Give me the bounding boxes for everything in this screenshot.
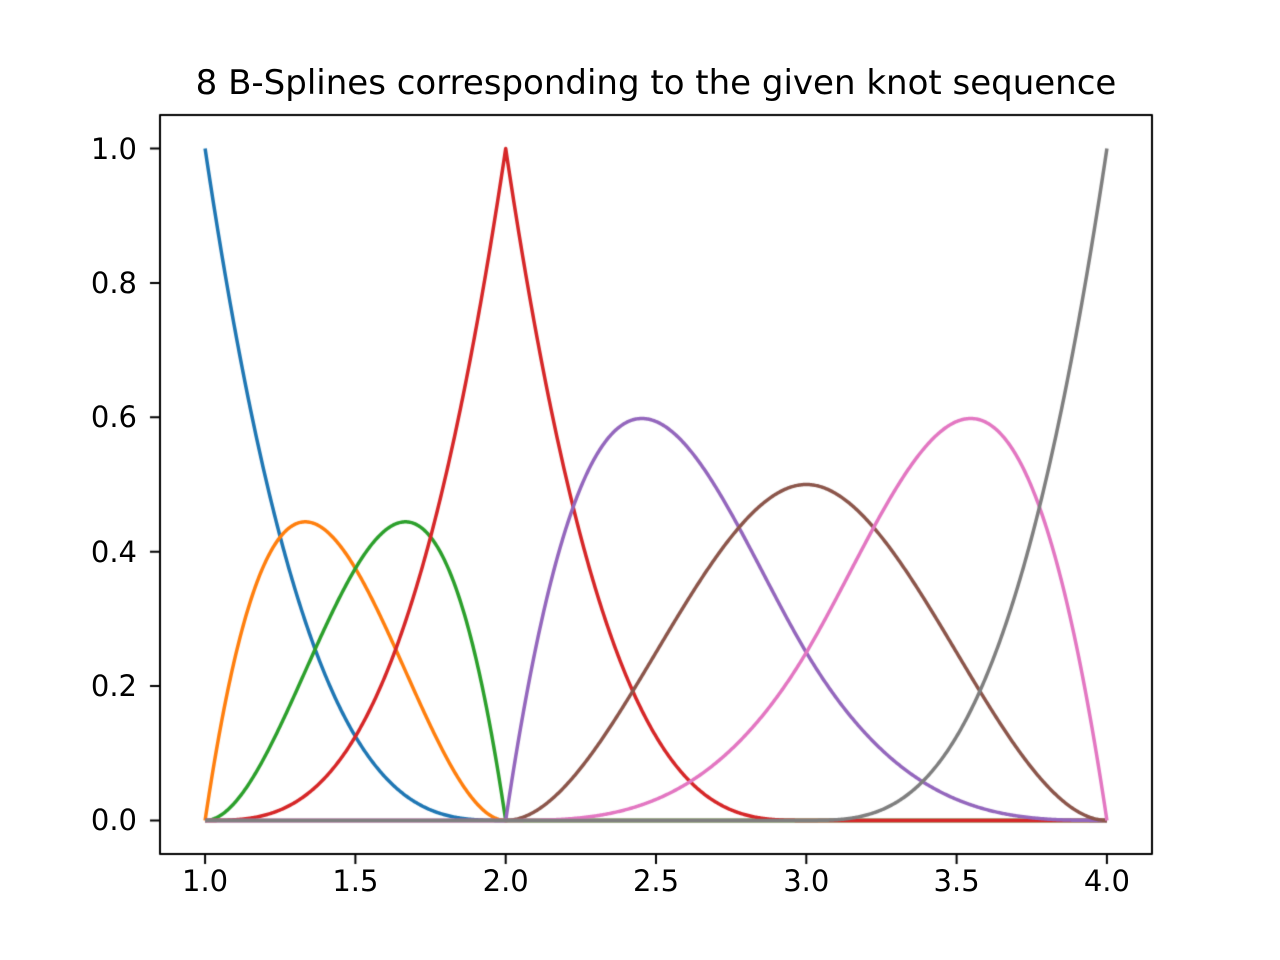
- x-tick-label: 3.0: [783, 864, 830, 898]
- y-tick-label: 1.0: [90, 131, 137, 166]
- x-tick-label: 1.0: [182, 864, 229, 898]
- y-tick-label: 0.2: [90, 669, 137, 704]
- y-tick-label: 0.8: [90, 265, 137, 300]
- chart-title: 8 B-Splines corresponding to the given k…: [195, 63, 1117, 103]
- y-tick-label: 0.0: [90, 803, 137, 838]
- x-tick-label: 2.5: [632, 864, 680, 898]
- y-tick-label: 0.6: [90, 400, 137, 435]
- x-tick-label: 1.5: [332, 864, 379, 898]
- y-tick-label: 0.4: [90, 534, 137, 569]
- x-tick-label: 3.5: [933, 864, 980, 898]
- x-tick-label: 4.0: [1083, 864, 1130, 898]
- x-tick-label: 2.0: [482, 864, 529, 898]
